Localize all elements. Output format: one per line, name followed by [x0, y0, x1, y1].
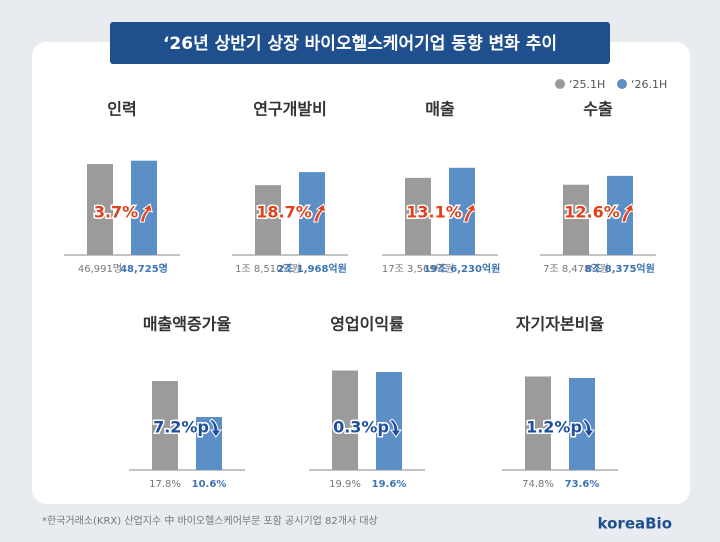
change-label: 3.7% — [94, 203, 138, 222]
trend-arrow — [209, 418, 222, 438]
value-label: 17.8% — [149, 479, 181, 490]
bar — [332, 370, 358, 470]
chart-title: 연구개발비 — [253, 100, 327, 119]
trend-arrow — [463, 203, 477, 223]
chart-title: 자기자본비율 — [516, 315, 605, 334]
value-label: 73.6% — [565, 479, 600, 490]
bar — [87, 164, 113, 255]
value-label: 1조 8,510억원 — [235, 263, 301, 275]
bar — [525, 376, 551, 470]
title: ‘26년 상반기 상장 바이오헬스케어기업 동향 변화 추이 — [163, 33, 557, 54]
trend-arrow — [621, 203, 635, 223]
chart-title: 인력 — [107, 100, 136, 119]
bar — [376, 372, 402, 470]
change-label: 13.1% — [406, 203, 462, 222]
chart-title: 매출액증가율 — [143, 315, 232, 334]
change-label: 7.2%p — [153, 418, 209, 437]
value-label: 7조 8,478억원 — [543, 263, 609, 275]
value-label: 8조 8,375억원 — [585, 262, 655, 275]
value-label: 10.6% — [192, 479, 227, 490]
title-banner — [110, 22, 610, 64]
value-label: 19조 6,230억원 — [424, 262, 501, 275]
logo: koreaBio — [598, 515, 672, 533]
bar — [152, 381, 178, 470]
legend-swatch — [617, 79, 627, 89]
change-label: 18.7% — [256, 203, 312, 222]
trend-arrow — [139, 203, 153, 223]
legend-swatch — [555, 79, 565, 89]
trend-arrow — [389, 418, 402, 438]
chart-title: 수출 — [583, 100, 613, 119]
value-label: 2조 1,968억원 — [277, 262, 347, 275]
value-label: 48,725명 — [120, 262, 168, 275]
change-label: 12.6% — [564, 203, 620, 222]
value-label: 19.6% — [372, 479, 407, 490]
bar — [563, 184, 589, 255]
value-label: 17조 3,569억원 — [382, 263, 454, 275]
trend-arrow — [313, 203, 327, 223]
change-label: 0.3%p — [333, 418, 389, 437]
bar — [607, 175, 633, 255]
legend-label: ‘26.1H — [631, 78, 667, 91]
value-label: 19.9% — [329, 479, 361, 490]
bar — [405, 177, 431, 255]
chart-title: 영업이익률 — [330, 315, 404, 334]
value-label: 74.8% — [522, 479, 554, 490]
footnote: *한국거래소(KRX) 산업지수 中 바이오헬스케어부문 포함 공시기업 82개… — [42, 514, 378, 527]
trend-arrow — [582, 418, 595, 438]
legend-label: ‘25.1H — [569, 78, 605, 91]
chart-title: 매출 — [425, 100, 455, 119]
value-label: 46,991명 — [78, 263, 122, 275]
change-label: 1.2%p — [526, 418, 582, 437]
bar — [569, 378, 595, 470]
bar — [255, 185, 281, 255]
